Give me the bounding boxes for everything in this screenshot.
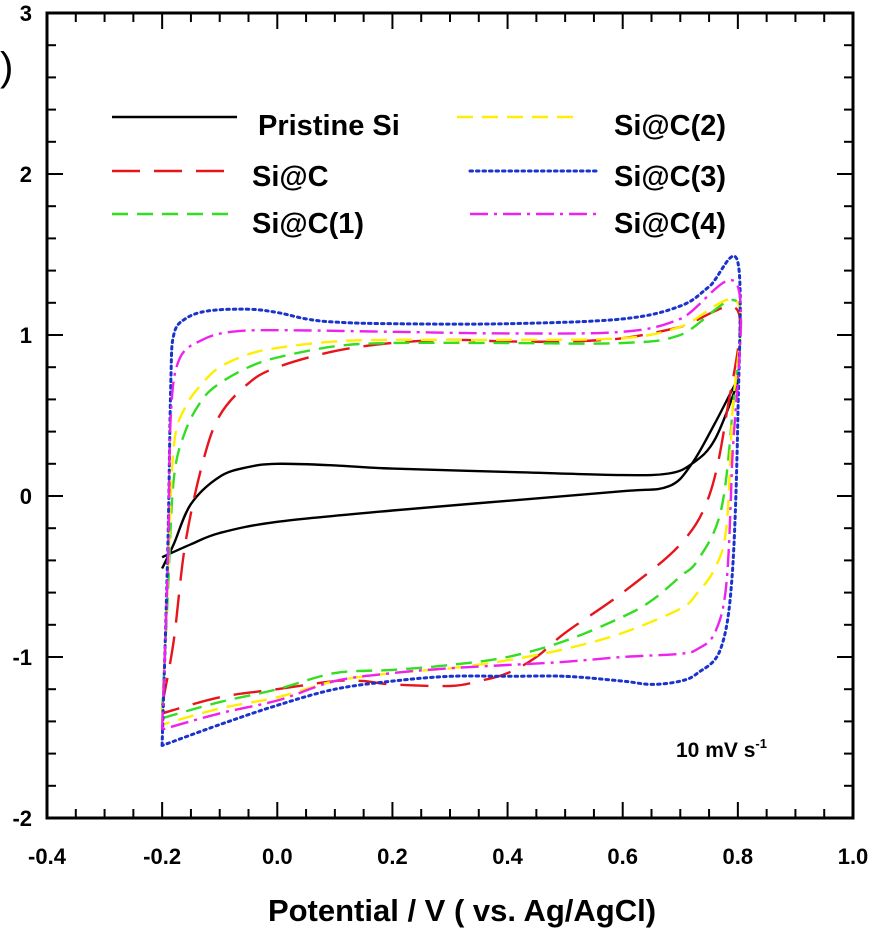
scan-rate-superscript: -1 (755, 736, 767, 751)
y-tick-label: -2 (12, 806, 32, 831)
series-lines (160, 254, 743, 747)
axis-tick-labels: -0.4 -0.2 0.0 0.2 0.4 0.6 0.8 1.0 -2 -1 0 1 2 3 (12, 1, 868, 869)
x-tick-label: 0.6 (607, 844, 638, 869)
x-tick-label: 1.0 (838, 844, 869, 869)
y-tick-label: -1 (12, 645, 32, 670)
legend: Pristine Si Si@C Si@C(1) Si@C(2) Si@C(3) Si@C… (112, 110, 726, 240)
legend-label-si-c-2: Si@C(2) (614, 110, 726, 142)
legend-label-si-c-3: Si@C(3) (614, 161, 726, 193)
series-line-si-c-1 (160, 299, 743, 720)
series-line-si-c (160, 305, 742, 715)
y-tick-label: 2 (20, 162, 32, 187)
scan-rate-annotation: 10 mV s-1 (676, 736, 767, 762)
scan-rate-text: 10 mV s (676, 739, 755, 762)
y-tick-label: 3 (20, 1, 32, 26)
x-tick-label: 0.8 (723, 844, 754, 869)
y-tick-label: 1 (20, 323, 32, 348)
legend-label-si-c: Si@C (252, 161, 329, 193)
x-tick-label: -0.2 (143, 844, 181, 869)
x-tick-label: 0.0 (262, 844, 293, 869)
series-line-pristine-si (161, 378, 740, 570)
series-line-si-c-2 (160, 297, 743, 726)
legend-label-si-c-4: Si@C(4) (614, 208, 726, 240)
x-tick-label: 0.2 (377, 844, 408, 869)
legend-label-si-c-1: Si@C(1) (252, 208, 364, 240)
x-axis-title: Potential / V ( vs. Ag/AgCl) (268, 893, 656, 928)
x-tick-label: -0.4 (28, 844, 67, 869)
series-line-si-c-4 (160, 278, 743, 731)
y-tick-label: 0 (20, 484, 32, 509)
x-tick-label: 0.4 (492, 844, 523, 869)
legend-label-pristine-si: Pristine Si (258, 110, 400, 142)
panel-label: ) (0, 45, 13, 89)
axis-ticks (46, 12, 854, 819)
series-line-si-c-3 (160, 254, 742, 747)
